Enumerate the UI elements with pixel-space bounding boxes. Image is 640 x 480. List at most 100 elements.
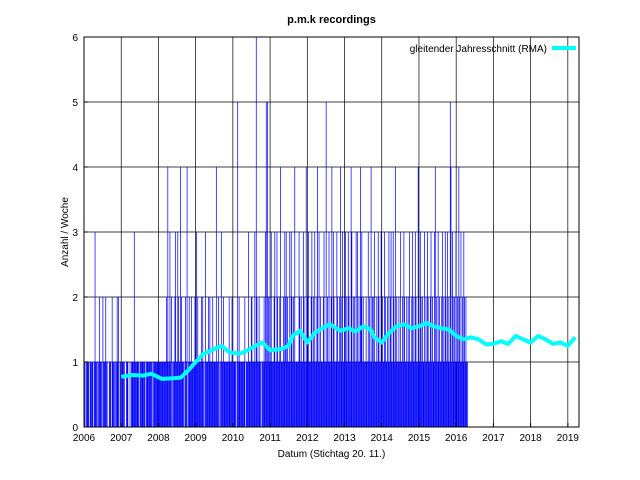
bar bbox=[133, 232, 135, 427]
bar bbox=[339, 297, 341, 427]
bar bbox=[267, 102, 269, 427]
bar bbox=[347, 362, 348, 427]
bar bbox=[291, 297, 293, 427]
bar bbox=[203, 362, 204, 427]
bar bbox=[206, 362, 208, 427]
bar bbox=[410, 362, 412, 427]
bar bbox=[355, 362, 356, 427]
bar bbox=[445, 297, 447, 427]
bar bbox=[392, 362, 393, 427]
bar bbox=[305, 167, 307, 427]
bar bbox=[440, 362, 442, 427]
bar bbox=[225, 362, 227, 427]
bar bbox=[195, 362, 196, 427]
bar bbox=[133, 362, 134, 427]
bar bbox=[376, 297, 378, 427]
bar bbox=[158, 362, 160, 427]
bar bbox=[342, 362, 344, 427]
bar bbox=[330, 362, 331, 427]
bar bbox=[151, 362, 153, 427]
bar bbox=[349, 362, 351, 427]
bar bbox=[171, 297, 172, 427]
bar bbox=[427, 297, 429, 427]
bar bbox=[457, 297, 458, 427]
bar bbox=[453, 362, 455, 427]
bar bbox=[212, 297, 214, 427]
bar bbox=[364, 362, 366, 427]
bar bbox=[200, 297, 202, 427]
bar bbox=[394, 362, 395, 427]
bar bbox=[434, 167, 436, 427]
bar bbox=[378, 297, 380, 427]
bar bbox=[415, 297, 417, 427]
bar bbox=[198, 362, 200, 427]
bar bbox=[210, 362, 211, 427]
bar bbox=[278, 362, 279, 427]
x-tick-label: 2010 bbox=[222, 433, 245, 444]
bar bbox=[163, 362, 164, 427]
bar bbox=[188, 297, 190, 427]
bar bbox=[337, 297, 338, 427]
bar bbox=[100, 362, 102, 427]
bar bbox=[300, 297, 302, 427]
bar bbox=[234, 362, 236, 427]
bar bbox=[449, 102, 451, 427]
bar bbox=[218, 362, 220, 427]
legend-label-rma: gleitender Jahresschnitt (RMA) bbox=[410, 44, 547, 55]
bar bbox=[138, 362, 139, 427]
bar bbox=[430, 232, 432, 427]
bar bbox=[332, 232, 334, 427]
bar bbox=[175, 232, 177, 427]
bar bbox=[439, 362, 441, 427]
bar bbox=[253, 362, 254, 427]
bar bbox=[261, 362, 263, 427]
bar bbox=[237, 102, 239, 427]
bar bbox=[136, 362, 138, 427]
bar bbox=[322, 362, 323, 427]
bar bbox=[369, 297, 371, 427]
bar bbox=[251, 297, 253, 427]
bar bbox=[90, 362, 92, 427]
bar bbox=[399, 232, 401, 427]
bar bbox=[407, 362, 408, 427]
bar bbox=[116, 362, 117, 427]
bar bbox=[314, 232, 316, 427]
bar bbox=[166, 297, 167, 427]
bar bbox=[287, 362, 289, 427]
bar bbox=[407, 297, 409, 427]
bar bbox=[375, 362, 377, 427]
bar bbox=[160, 362, 162, 427]
bar bbox=[218, 297, 219, 427]
chart-title: p.m.k recordings bbox=[287, 14, 376, 26]
bar bbox=[429, 297, 431, 427]
bar bbox=[215, 167, 217, 427]
bar bbox=[377, 232, 379, 427]
bar bbox=[204, 362, 206, 427]
bar bbox=[280, 167, 281, 427]
bar bbox=[403, 232, 405, 427]
bar bbox=[183, 362, 184, 427]
bar bbox=[233, 362, 234, 427]
bar bbox=[126, 362, 128, 427]
bar bbox=[284, 232, 286, 427]
bar bbox=[240, 362, 242, 427]
bar bbox=[132, 362, 134, 427]
bar bbox=[185, 362, 187, 427]
bar bbox=[462, 362, 464, 427]
bar bbox=[424, 362, 426, 427]
bar bbox=[196, 362, 198, 427]
bar bbox=[228, 362, 229, 427]
bar bbox=[222, 362, 224, 427]
bar bbox=[137, 362, 139, 427]
bar bbox=[397, 362, 399, 427]
bar bbox=[279, 297, 281, 427]
bar bbox=[273, 297, 275, 427]
bar bbox=[188, 362, 189, 427]
bar bbox=[292, 362, 293, 427]
bar bbox=[371, 362, 373, 427]
bar bbox=[317, 362, 319, 427]
bar bbox=[98, 297, 100, 427]
bar bbox=[131, 362, 132, 427]
bar bbox=[103, 362, 104, 427]
bar bbox=[365, 362, 366, 427]
